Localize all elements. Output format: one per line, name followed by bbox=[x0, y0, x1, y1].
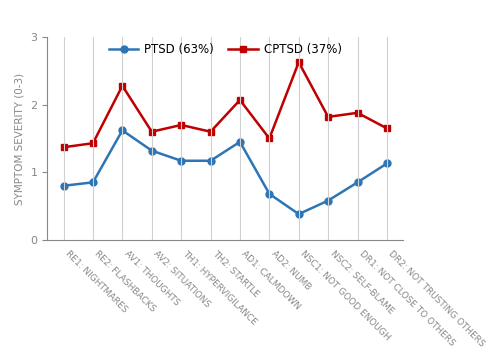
CPTSD (37%) bbox=[325, 115, 331, 119]
PTSD (63%) bbox=[149, 149, 155, 153]
PTSD (63%) bbox=[60, 183, 66, 188]
CPTSD (37%) bbox=[60, 145, 66, 150]
PTSD (63%) bbox=[384, 161, 390, 166]
Legend: PTSD (63%), CPTSD (37%): PTSD (63%), CPTSD (37%) bbox=[109, 43, 342, 56]
PTSD (63%) bbox=[208, 159, 214, 163]
PTSD (63%) bbox=[178, 159, 184, 163]
PTSD (63%) bbox=[237, 140, 243, 144]
CPTSD (37%) bbox=[354, 111, 360, 115]
CPTSD (37%) bbox=[266, 136, 272, 141]
CPTSD (37%) bbox=[149, 130, 155, 134]
Y-axis label: SYMPTOM SEVERITY (0-3): SYMPTOM SEVERITY (0-3) bbox=[15, 72, 25, 205]
PTSD (63%) bbox=[266, 192, 272, 196]
CPTSD (37%) bbox=[178, 123, 184, 127]
PTSD (63%) bbox=[296, 212, 302, 216]
CPTSD (37%) bbox=[384, 126, 390, 131]
PTSD (63%) bbox=[90, 180, 96, 185]
CPTSD (37%) bbox=[237, 98, 243, 102]
CPTSD (37%) bbox=[208, 130, 214, 134]
PTSD (63%) bbox=[120, 128, 126, 132]
CPTSD (37%) bbox=[120, 84, 126, 88]
Line: PTSD (63%): PTSD (63%) bbox=[60, 127, 390, 218]
PTSD (63%) bbox=[354, 180, 360, 185]
CPTSD (37%) bbox=[90, 141, 96, 145]
PTSD (63%) bbox=[325, 198, 331, 203]
CPTSD (37%) bbox=[296, 60, 302, 64]
Line: CPTSD (37%): CPTSD (37%) bbox=[60, 59, 390, 151]
